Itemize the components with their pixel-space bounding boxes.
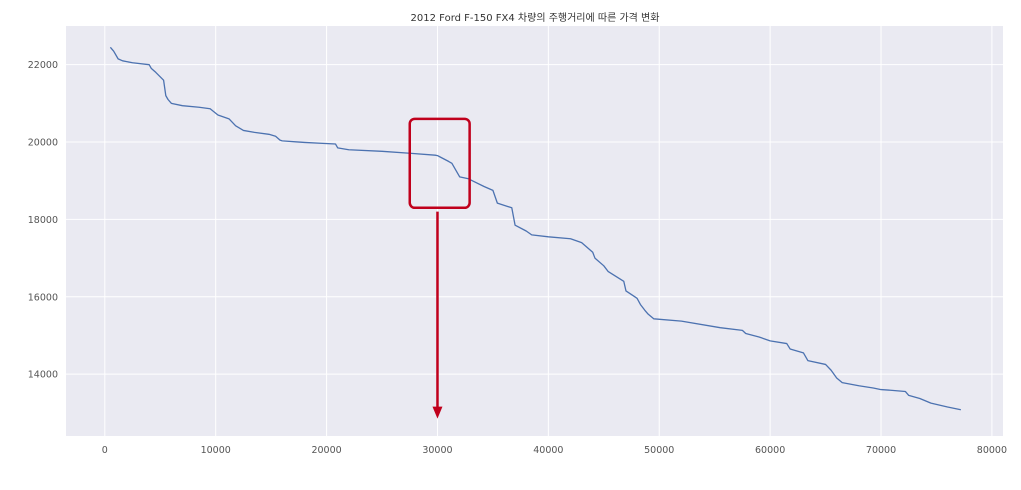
x-tick-label: 40000 [533, 445, 563, 456]
y-tick-label: 16000 [28, 292, 58, 303]
plot-background [66, 26, 1003, 436]
series-layer [109, 46, 961, 411]
x-tick-label: 50000 [644, 445, 674, 456]
chart-title: 2012 Ford F-150 FX4 차량의 주행거리에 따른 가격 변화 [411, 11, 660, 24]
x-tick-label: 60000 [755, 445, 785, 456]
x-tick-label: 80000 [977, 445, 1007, 456]
x-tick-label: 20000 [311, 445, 341, 456]
highlight-box [408, 117, 471, 210]
y-tick-label: 18000 [28, 215, 58, 226]
tick-labels: 0 10000 20000 30000 40000 50000 60000 70000 8000… [28, 60, 1007, 456]
x-tick-label: 0 [102, 445, 108, 456]
price-series-line [109, 46, 961, 411]
annotation-layer [408, 117, 471, 419]
y-tick-label: 20000 [28, 138, 58, 149]
grid-lines [66, 26, 1003, 436]
x-tick-label: 70000 [866, 445, 896, 456]
x-tick-label: 30000 [422, 445, 452, 456]
arrow-head [432, 406, 443, 419]
y-tick-label: 14000 [28, 370, 58, 381]
y-tick-label: 22000 [28, 60, 58, 71]
x-tick-label: 10000 [201, 445, 231, 456]
